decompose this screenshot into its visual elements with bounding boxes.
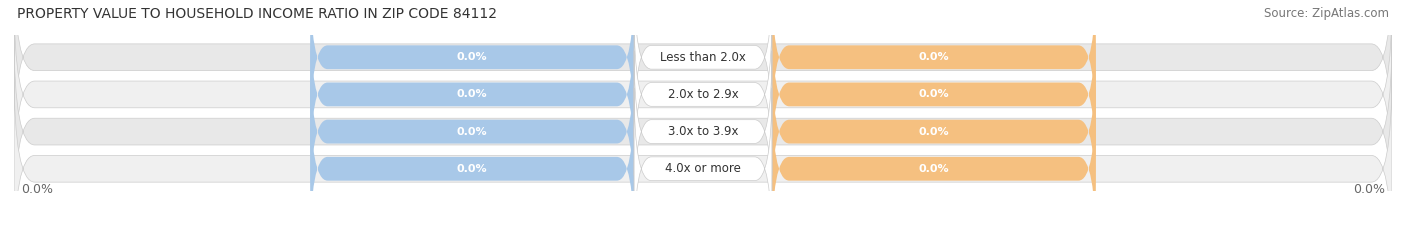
Text: 0.0%: 0.0% [1353, 183, 1385, 196]
FancyBboxPatch shape [772, 51, 1095, 213]
FancyBboxPatch shape [311, 88, 634, 233]
Text: 0.0%: 0.0% [457, 89, 488, 99]
Text: 0.0%: 0.0% [918, 164, 949, 174]
FancyBboxPatch shape [14, 71, 1392, 233]
Text: 0.0%: 0.0% [918, 89, 949, 99]
Text: Source: ZipAtlas.com: Source: ZipAtlas.com [1264, 7, 1389, 20]
Text: 0.0%: 0.0% [918, 52, 949, 62]
Text: PROPERTY VALUE TO HOUSEHOLD INCOME RATIO IN ZIP CODE 84112: PROPERTY VALUE TO HOUSEHOLD INCOME RATIO… [17, 7, 496, 21]
Text: 0.0%: 0.0% [21, 183, 53, 196]
FancyBboxPatch shape [14, 0, 1392, 192]
Text: 0.0%: 0.0% [457, 164, 488, 174]
FancyBboxPatch shape [14, 34, 1392, 230]
FancyBboxPatch shape [772, 0, 1095, 138]
Text: 4.0x or more: 4.0x or more [665, 162, 741, 175]
FancyBboxPatch shape [311, 13, 634, 175]
FancyBboxPatch shape [772, 13, 1095, 175]
FancyBboxPatch shape [634, 0, 772, 138]
Text: 0.0%: 0.0% [918, 127, 949, 137]
Text: Less than 2.0x: Less than 2.0x [659, 51, 747, 64]
FancyBboxPatch shape [634, 88, 772, 233]
FancyBboxPatch shape [634, 51, 772, 213]
FancyBboxPatch shape [14, 0, 1392, 155]
FancyBboxPatch shape [634, 13, 772, 175]
Text: 0.0%: 0.0% [457, 52, 488, 62]
FancyBboxPatch shape [772, 88, 1095, 233]
Text: 2.0x to 2.9x: 2.0x to 2.9x [668, 88, 738, 101]
Text: 0.0%: 0.0% [457, 127, 488, 137]
FancyBboxPatch shape [311, 0, 634, 138]
Text: 3.0x to 3.9x: 3.0x to 3.9x [668, 125, 738, 138]
FancyBboxPatch shape [311, 51, 634, 213]
